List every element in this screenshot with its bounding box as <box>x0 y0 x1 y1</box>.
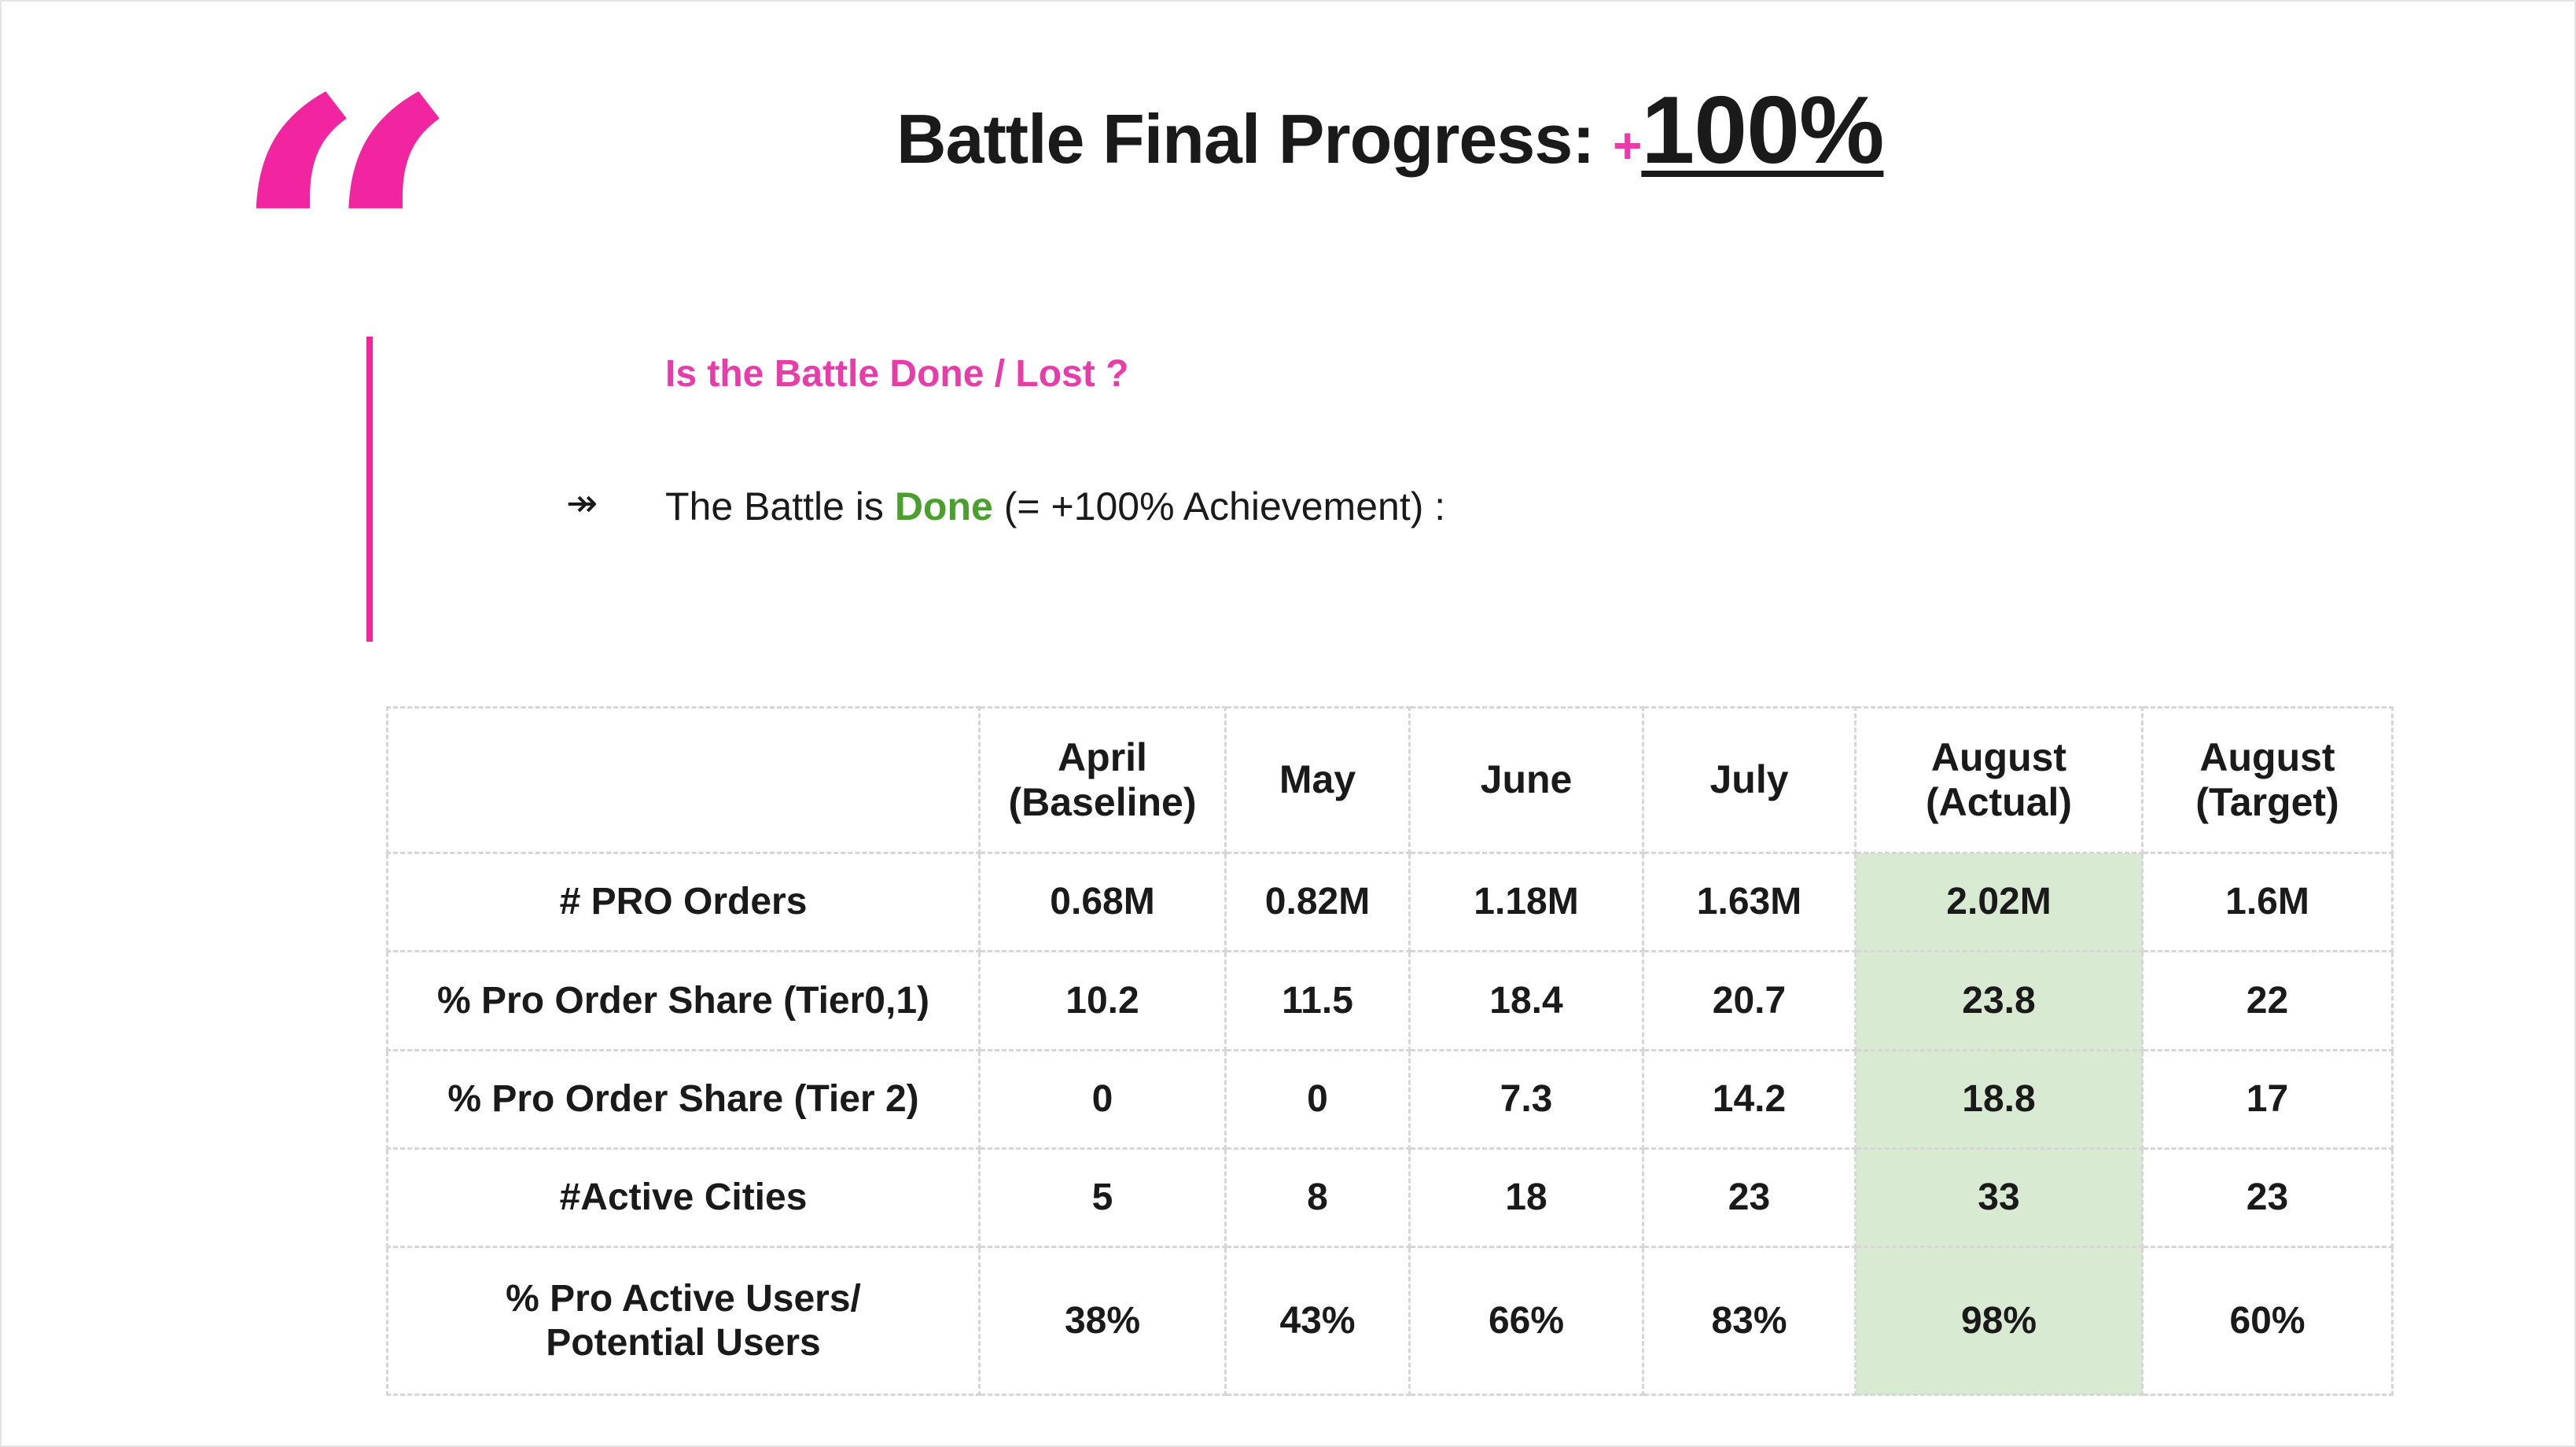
statement-prefix: The Battle is <box>665 484 884 528</box>
table-cell: 1.63M <box>1642 852 1857 952</box>
table-cell: 10.2 <box>978 950 1227 1051</box>
column-header: June <box>1408 706 1644 854</box>
table-row: % Pro Active Users/ Potential Users 38% 43… <box>386 1246 2394 1396</box>
table-cell: 38% <box>978 1246 1227 1396</box>
left-double-quote-icon: “ <box>228 11 463 492</box>
table-cell: 23 <box>1642 1147 1857 1248</box>
header-empty <box>386 706 981 854</box>
table-cell: 0 <box>1224 1049 1411 1150</box>
table-cell: 18 <box>1408 1147 1644 1248</box>
title-text: Battle Final Progress: <box>896 100 1595 178</box>
table-cell: 17 <box>2141 1049 2394 1150</box>
table-row: % Pro Order Share (Tier 2) 0 0 7.3 14.2 18.8 1… <box>386 1049 2394 1150</box>
row-label: % Pro Active Users/ Potential Users <box>386 1246 981 1396</box>
table-cell: 18.4 <box>1408 950 1644 1051</box>
table-cell: 0.68M <box>978 852 1227 952</box>
table-cell: 20.7 <box>1642 950 1857 1051</box>
column-header: May <box>1224 706 1411 854</box>
table-cell: 1.18M <box>1408 852 1644 952</box>
table-cell: 98% <box>1854 1246 2144 1396</box>
table-cell: 43% <box>1224 1246 1411 1396</box>
table-row: % Pro Order Share (Tier0,1) 10.2 11.5 18.4 2… <box>386 950 2394 1051</box>
table-cell: 14.2 <box>1642 1049 1857 1150</box>
table-cell: 23 <box>2141 1147 2394 1248</box>
table-cell: 60% <box>2141 1246 2394 1396</box>
table-cell: 5 <box>978 1147 1227 1248</box>
title-plus: + <box>1613 117 1642 174</box>
status-done: Done <box>894 484 993 528</box>
table-header-row: April (Baseline) May June July August (Actua… <box>386 706 2394 854</box>
progress-table: April (Baseline) May June July August (Actua… <box>386 706 2394 1396</box>
column-header: August (Target) <box>2141 706 2394 854</box>
row-label: #Active Cities <box>386 1147 981 1248</box>
table-cell: 22 <box>2141 950 2394 1051</box>
table-row: # PRO Orders 0.68M 0.82M 1.18M 1.63M 2.02M 1.6… <box>386 852 2394 952</box>
table-cell: 18.8 <box>1854 1049 2144 1150</box>
column-header: August (Actual) <box>1854 706 2144 854</box>
row-label: # PRO Orders <box>386 852 981 952</box>
statement: The Battle is Done (= +100% Achievement)… <box>665 484 1445 529</box>
table-row: #Active Cities 5 8 18 23 33 23 <box>386 1147 2394 1248</box>
column-header: July <box>1642 706 1857 854</box>
row-label: % Pro Order Share (Tier0,1) <box>386 950 981 1051</box>
page-title: Battle Final Progress: +100% <box>896 75 1884 185</box>
table-cell: 83% <box>1642 1246 1857 1396</box>
table-cell: 2.02M <box>1854 852 2144 952</box>
table-cell: 23.8 <box>1854 950 2144 1051</box>
row-label: % Pro Order Share (Tier 2) <box>386 1049 981 1150</box>
title-progress-value: 100% <box>1641 76 1884 183</box>
question-heading: Is the Battle Done / Lost ? <box>665 353 1129 395</box>
table-cell: 33 <box>1854 1147 2144 1248</box>
table-cell: 8 <box>1224 1147 1411 1248</box>
statement-suffix: (= +100% Achievement) : <box>1003 484 1446 528</box>
table-cell: 66% <box>1408 1246 1644 1396</box>
table-cell: 0 <box>978 1049 1227 1150</box>
table-cell: 7.3 <box>1408 1049 1644 1150</box>
accent-divider <box>366 337 373 642</box>
table-cell: 11.5 <box>1224 950 1411 1051</box>
double-arrow-icon: ↠ <box>566 483 598 525</box>
column-header: April (Baseline) <box>978 706 1227 854</box>
table-cell: 1.6M <box>2141 852 2394 952</box>
table-cell: 0.82M <box>1224 852 1411 952</box>
